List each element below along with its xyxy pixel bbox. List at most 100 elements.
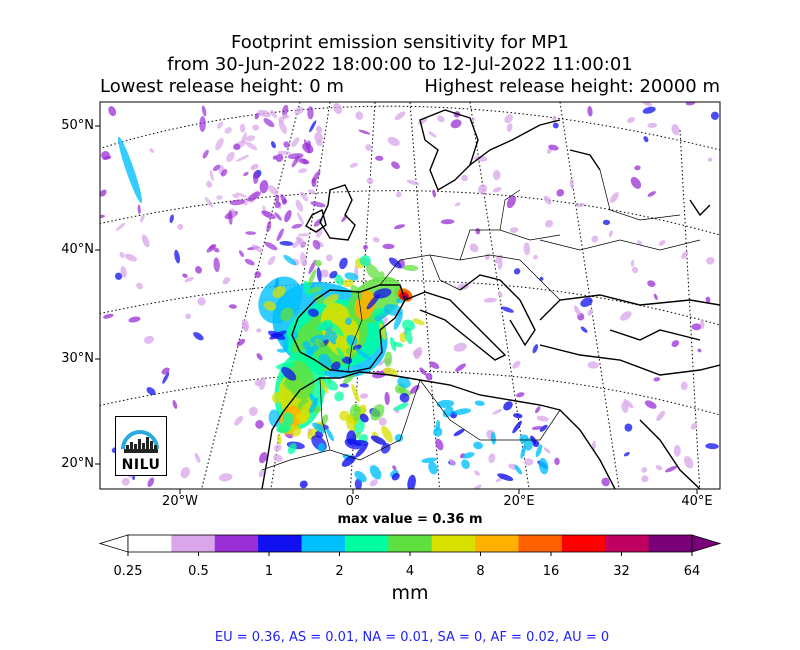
sensitivity-cell bbox=[137, 204, 141, 215]
sensitivity-cell bbox=[503, 401, 513, 411]
sensitivity-cell bbox=[399, 392, 410, 403]
sensitivity-cell bbox=[254, 271, 262, 278]
sensitivity-cell bbox=[339, 257, 348, 270]
sensitivity-cell bbox=[254, 112, 260, 120]
sensitivity-cell bbox=[273, 454, 283, 462]
sensitivity-cell bbox=[539, 276, 544, 281]
sensitivity-cell bbox=[500, 306, 514, 313]
sensitivity-cell bbox=[199, 116, 206, 133]
sensitivity-cell bbox=[298, 158, 310, 165]
sensitivity-cell bbox=[317, 442, 326, 453]
sensitivity-cell bbox=[295, 319, 310, 325]
graticule bbox=[100, 102, 720, 489]
sensitivity-cell bbox=[257, 109, 271, 118]
sensitivity-cell bbox=[299, 480, 308, 489]
sensitivity-cell bbox=[406, 179, 420, 186]
sensitivity-cell bbox=[432, 189, 436, 198]
sensitivity-cell bbox=[620, 311, 632, 321]
sensitivity-cell bbox=[307, 359, 321, 372]
sensitivity-cell bbox=[315, 125, 323, 134]
sensitivity-cell bbox=[413, 346, 423, 360]
sensitivity-cell bbox=[461, 459, 470, 469]
sensitivity-cell bbox=[369, 465, 382, 480]
sensitivity-cell bbox=[316, 319, 332, 332]
sensitivity-cell bbox=[103, 313, 114, 319]
sensitivity-cell bbox=[556, 189, 565, 197]
colorbar-tick-label: 32 bbox=[613, 564, 630, 579]
sensitivity-cell bbox=[440, 219, 455, 225]
sensitivity-cell bbox=[601, 477, 610, 487]
sensitivity-cell bbox=[202, 149, 209, 159]
sensitivity-cell bbox=[632, 266, 639, 274]
sensitivity-cell bbox=[235, 192, 247, 198]
sensitivity-cell bbox=[234, 415, 243, 426]
colorbar-tick-label: 2 bbox=[335, 564, 344, 579]
sensitivity-cell bbox=[114, 272, 123, 280]
sensitivity-cell bbox=[309, 397, 319, 414]
sensitivity-cell bbox=[276, 422, 292, 434]
sensitivity-cell bbox=[270, 141, 276, 149]
sensitivity-cell bbox=[213, 247, 220, 253]
sensitivity-cell bbox=[311, 170, 321, 184]
sensitivity-cell bbox=[309, 120, 317, 133]
sensitivity-cell bbox=[497, 291, 503, 298]
sensitivity-cell bbox=[339, 383, 349, 388]
sensitivity-cell bbox=[274, 201, 281, 209]
sensitivity-cell bbox=[271, 391, 284, 404]
sensitivity-cell bbox=[435, 438, 444, 451]
sensitivity-cell bbox=[532, 344, 539, 354]
sensitivity-cell bbox=[697, 348, 702, 353]
sensitivity-cell bbox=[523, 242, 531, 256]
sensitivity-cell bbox=[647, 280, 656, 288]
sensitivity-cell bbox=[395, 191, 402, 198]
sensitivity-cell bbox=[136, 282, 143, 290]
sensitivity-cell bbox=[245, 135, 256, 142]
sensitivity-cell bbox=[630, 259, 635, 267]
sensitivity-cell bbox=[291, 137, 300, 148]
sensitivity-cell bbox=[524, 458, 534, 466]
sensitivity-cell bbox=[333, 103, 343, 114]
sensitivity-cell bbox=[101, 151, 111, 160]
sensitivity-cell bbox=[450, 119, 462, 129]
sensitivity-cell bbox=[128, 316, 141, 323]
sensitivity-cell bbox=[195, 266, 202, 274]
sensitivity-cell bbox=[259, 179, 269, 194]
sensitivity-cell bbox=[241, 321, 249, 333]
sensitivity-cell bbox=[428, 131, 437, 138]
coastlines bbox=[261, 109, 720, 489]
sensitivity-field bbox=[100, 102, 719, 489]
sensitivity-cell bbox=[425, 372, 433, 381]
sensitivity-cell bbox=[671, 123, 680, 136]
sensitivity-cell bbox=[115, 222, 126, 231]
sensitivity-cell bbox=[636, 240, 643, 245]
sensitivity-cell bbox=[462, 452, 475, 459]
sensitivity-cell bbox=[263, 301, 277, 311]
lon-tick-label: 20°E bbox=[503, 494, 535, 509]
sensitivity-cell bbox=[255, 420, 264, 429]
sensitivity-cell bbox=[307, 106, 314, 120]
sensitivity-cell bbox=[610, 192, 619, 203]
sensitivity-cell bbox=[307, 308, 319, 317]
sensitivity-cell bbox=[336, 347, 345, 359]
sensitivity-cell bbox=[250, 163, 259, 170]
sensitivity-cell bbox=[520, 445, 526, 459]
sensitivity-cell bbox=[573, 305, 581, 316]
sensitivity-cell bbox=[180, 467, 190, 479]
lat-tick-label: 40°N bbox=[61, 242, 94, 257]
sensitivity-cell bbox=[375, 155, 384, 161]
sensitivity-cell bbox=[252, 124, 260, 131]
sensitivity-cell bbox=[370, 404, 385, 421]
sensitivity-cell bbox=[554, 457, 560, 466]
sensitivity-cell bbox=[213, 164, 221, 172]
sensitivity-cell bbox=[433, 427, 443, 437]
sensitivity-cell bbox=[512, 360, 521, 369]
sensitivity-cell bbox=[320, 269, 329, 278]
sensitivity-cell bbox=[437, 115, 445, 123]
sensitivity-cell bbox=[374, 308, 389, 322]
sensitivity-cell bbox=[345, 347, 355, 357]
sensitivity-cell bbox=[382, 317, 388, 325]
sensitivity-cell bbox=[391, 472, 400, 481]
sensitivity-cell bbox=[256, 328, 262, 333]
sensitivity-cell bbox=[492, 170, 501, 181]
sensitivity-cell bbox=[287, 424, 302, 437]
